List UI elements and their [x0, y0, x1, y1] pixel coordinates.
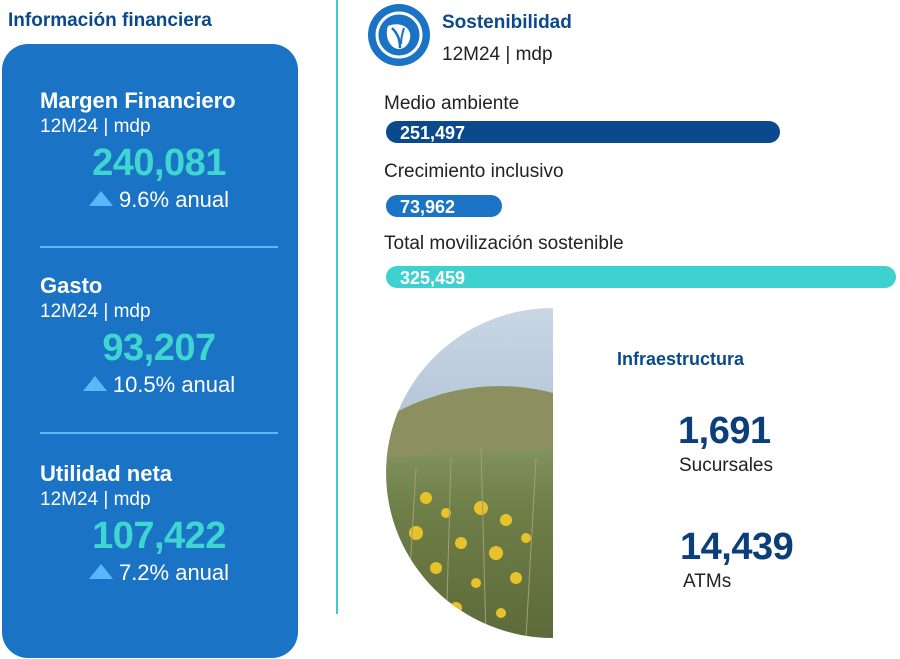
bar-label-inclusive-growth: Crecimiento inclusivo: [384, 161, 564, 182]
sustainability-title: Sostenibilidad: [442, 12, 572, 33]
metric-growth-text: 10.5% anual: [112, 372, 236, 397]
sustainability-period: 12M24 | mdp: [442, 44, 553, 65]
flowers-photo: [386, 308, 553, 638]
metric-net-interest-margin: Margen Financiero 12M24 | mdp 240,081 9.…: [40, 88, 278, 213]
atms-label: ATMs: [683, 571, 732, 592]
metric-growth-text: 7.2% anual: [118, 560, 230, 585]
metric-value: 93,207: [102, 327, 216, 369]
section-separator: [336, 0, 338, 614]
metric-period: 12M24 | mdp: [40, 301, 151, 322]
metric-divider: [40, 246, 278, 248]
bar-value: 73,962: [400, 197, 456, 217]
leaf-hand-icon: [368, 4, 430, 66]
bar-value: 325,459: [400, 268, 466, 288]
atms-count: 14,439: [680, 526, 794, 568]
metric-value: 107,422: [92, 515, 226, 557]
up-triangle-icon: [88, 191, 113, 206]
metric-value: 240,081: [92, 142, 226, 184]
metric-name: Margen Financiero: [40, 88, 236, 113]
bar-label-environment: Medio ambiente: [384, 93, 520, 114]
bar-value: 251,497: [400, 123, 466, 143]
bar-total-sustainable: 325,459: [386, 266, 896, 288]
infrastructure-title: Infraestructura: [617, 349, 745, 369]
up-triangle-icon: [82, 376, 107, 391]
metric-expense: Gasto 12M24 | mdp 93,207 10.5% anual: [40, 273, 278, 398]
financial-info-card: [2, 44, 298, 658]
branches-count: 1,691: [678, 410, 771, 452]
metric-net-income: Utilidad neta 12M24 | mdp 107,422 7.2% a…: [40, 461, 278, 586]
metric-growth: 10.5% anual: [40, 372, 278, 398]
metric-growth: 7.2% anual: [40, 560, 278, 586]
metric-growth-text: 9.6% anual: [118, 187, 230, 212]
bar-label-total-sustainable: Total movilización sostenible: [384, 233, 624, 254]
financial-info-title: Información financiera: [8, 10, 212, 31]
up-triangle-icon: [88, 564, 113, 579]
branches-label: Sucursales: [679, 455, 773, 476]
metric-growth: 9.6% anual: [40, 187, 278, 213]
metric-divider: [40, 432, 278, 434]
metric-name: Utilidad neta: [40, 461, 173, 486]
metric-name: Gasto: [40, 273, 103, 298]
metric-period: 12M24 | mdp: [40, 489, 151, 510]
bar-environment: 251,497: [386, 121, 780, 143]
metric-period: 12M24 | mdp: [40, 116, 151, 137]
bar-inclusive-growth: 73,962: [386, 195, 502, 217]
